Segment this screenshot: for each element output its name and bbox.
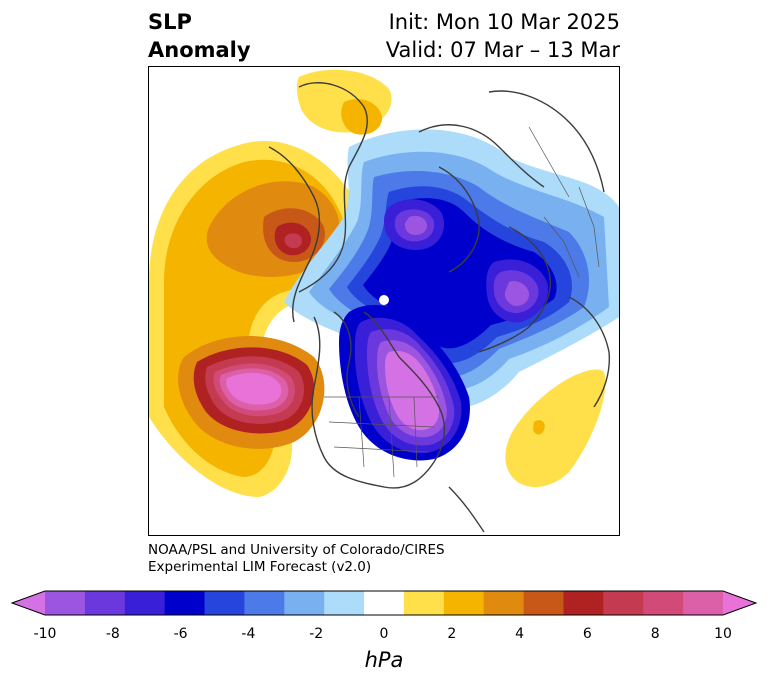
forecast-dates: Init: Mon 10 Mar 2025 Valid: 07 Mar – 13… [386,8,620,64]
coastline-layer [268,82,611,533]
colorbar-tick-label: 6 [582,626,592,642]
colorbar-tick-label: 4 [515,626,525,642]
title-line2: Anomaly [148,38,251,62]
plot-title: SLP Anomaly [148,8,251,64]
colorbar-cell [284,591,325,615]
colorbar-cell [523,591,564,615]
colorbar-cell [164,591,206,615]
colorbar-cell [124,591,166,615]
colorbar-ticks: -10 -8 -6 -4 -2 0 2 4 6 8 10 [0,626,768,646]
colorbar-cell [45,591,86,615]
colorbar-cell [364,591,405,615]
anomaly-map-svg [149,69,619,533]
colorbar [10,590,758,616]
colorbar-cell [443,591,485,615]
credit-line1: NOAA/PSL and University of Colorado/CIRE… [148,542,445,558]
colorbar-cell [683,591,724,615]
colorbar-unit: hPa [364,648,404,672]
pacific-positive-anomaly [149,140,368,497]
colorbar-tick-label: -10 [33,626,57,642]
colorbar-cell [563,591,604,615]
colorbar-tick-label: -4 [241,626,256,642]
colorbar-cell [643,591,684,615]
colorbar-cell [483,591,525,615]
colorbar-cell [403,591,445,615]
title-line1: SLP [148,10,192,34]
colorbar-cell [204,591,245,615]
colorbar-tick-label: 2 [447,626,457,642]
border-layer [324,126,600,478]
colorbar-tick-label: -2 [309,626,324,642]
colorbar-cell [324,591,365,615]
colorbar-cell [603,591,644,615]
arctic-negative-anomaly [284,129,619,461]
colorbar-tick-label: 0 [379,626,389,642]
credit-text: NOAA/PSL and University of Colorado/CIRE… [148,542,445,576]
colorbar-max-extend [723,591,756,615]
colorbar-min-extend [12,591,45,615]
colorbar-tick-label: 8 [650,626,660,642]
credit-line2: Experimental LIM Forecast (v2.0) [148,559,372,575]
colorbar-tick-label: -6 [173,626,188,642]
colorbar-cell [244,591,285,615]
init-date-label: Init: Mon 10 Mar 2025 [388,10,620,34]
colorbar-tick-label: -8 [105,626,120,642]
anomaly-map [148,66,620,536]
colorbar-tick-label: 10 [714,626,732,642]
valid-date-label: Valid: 07 Mar – 13 Mar [385,38,620,62]
colorbar-cell [84,591,126,615]
